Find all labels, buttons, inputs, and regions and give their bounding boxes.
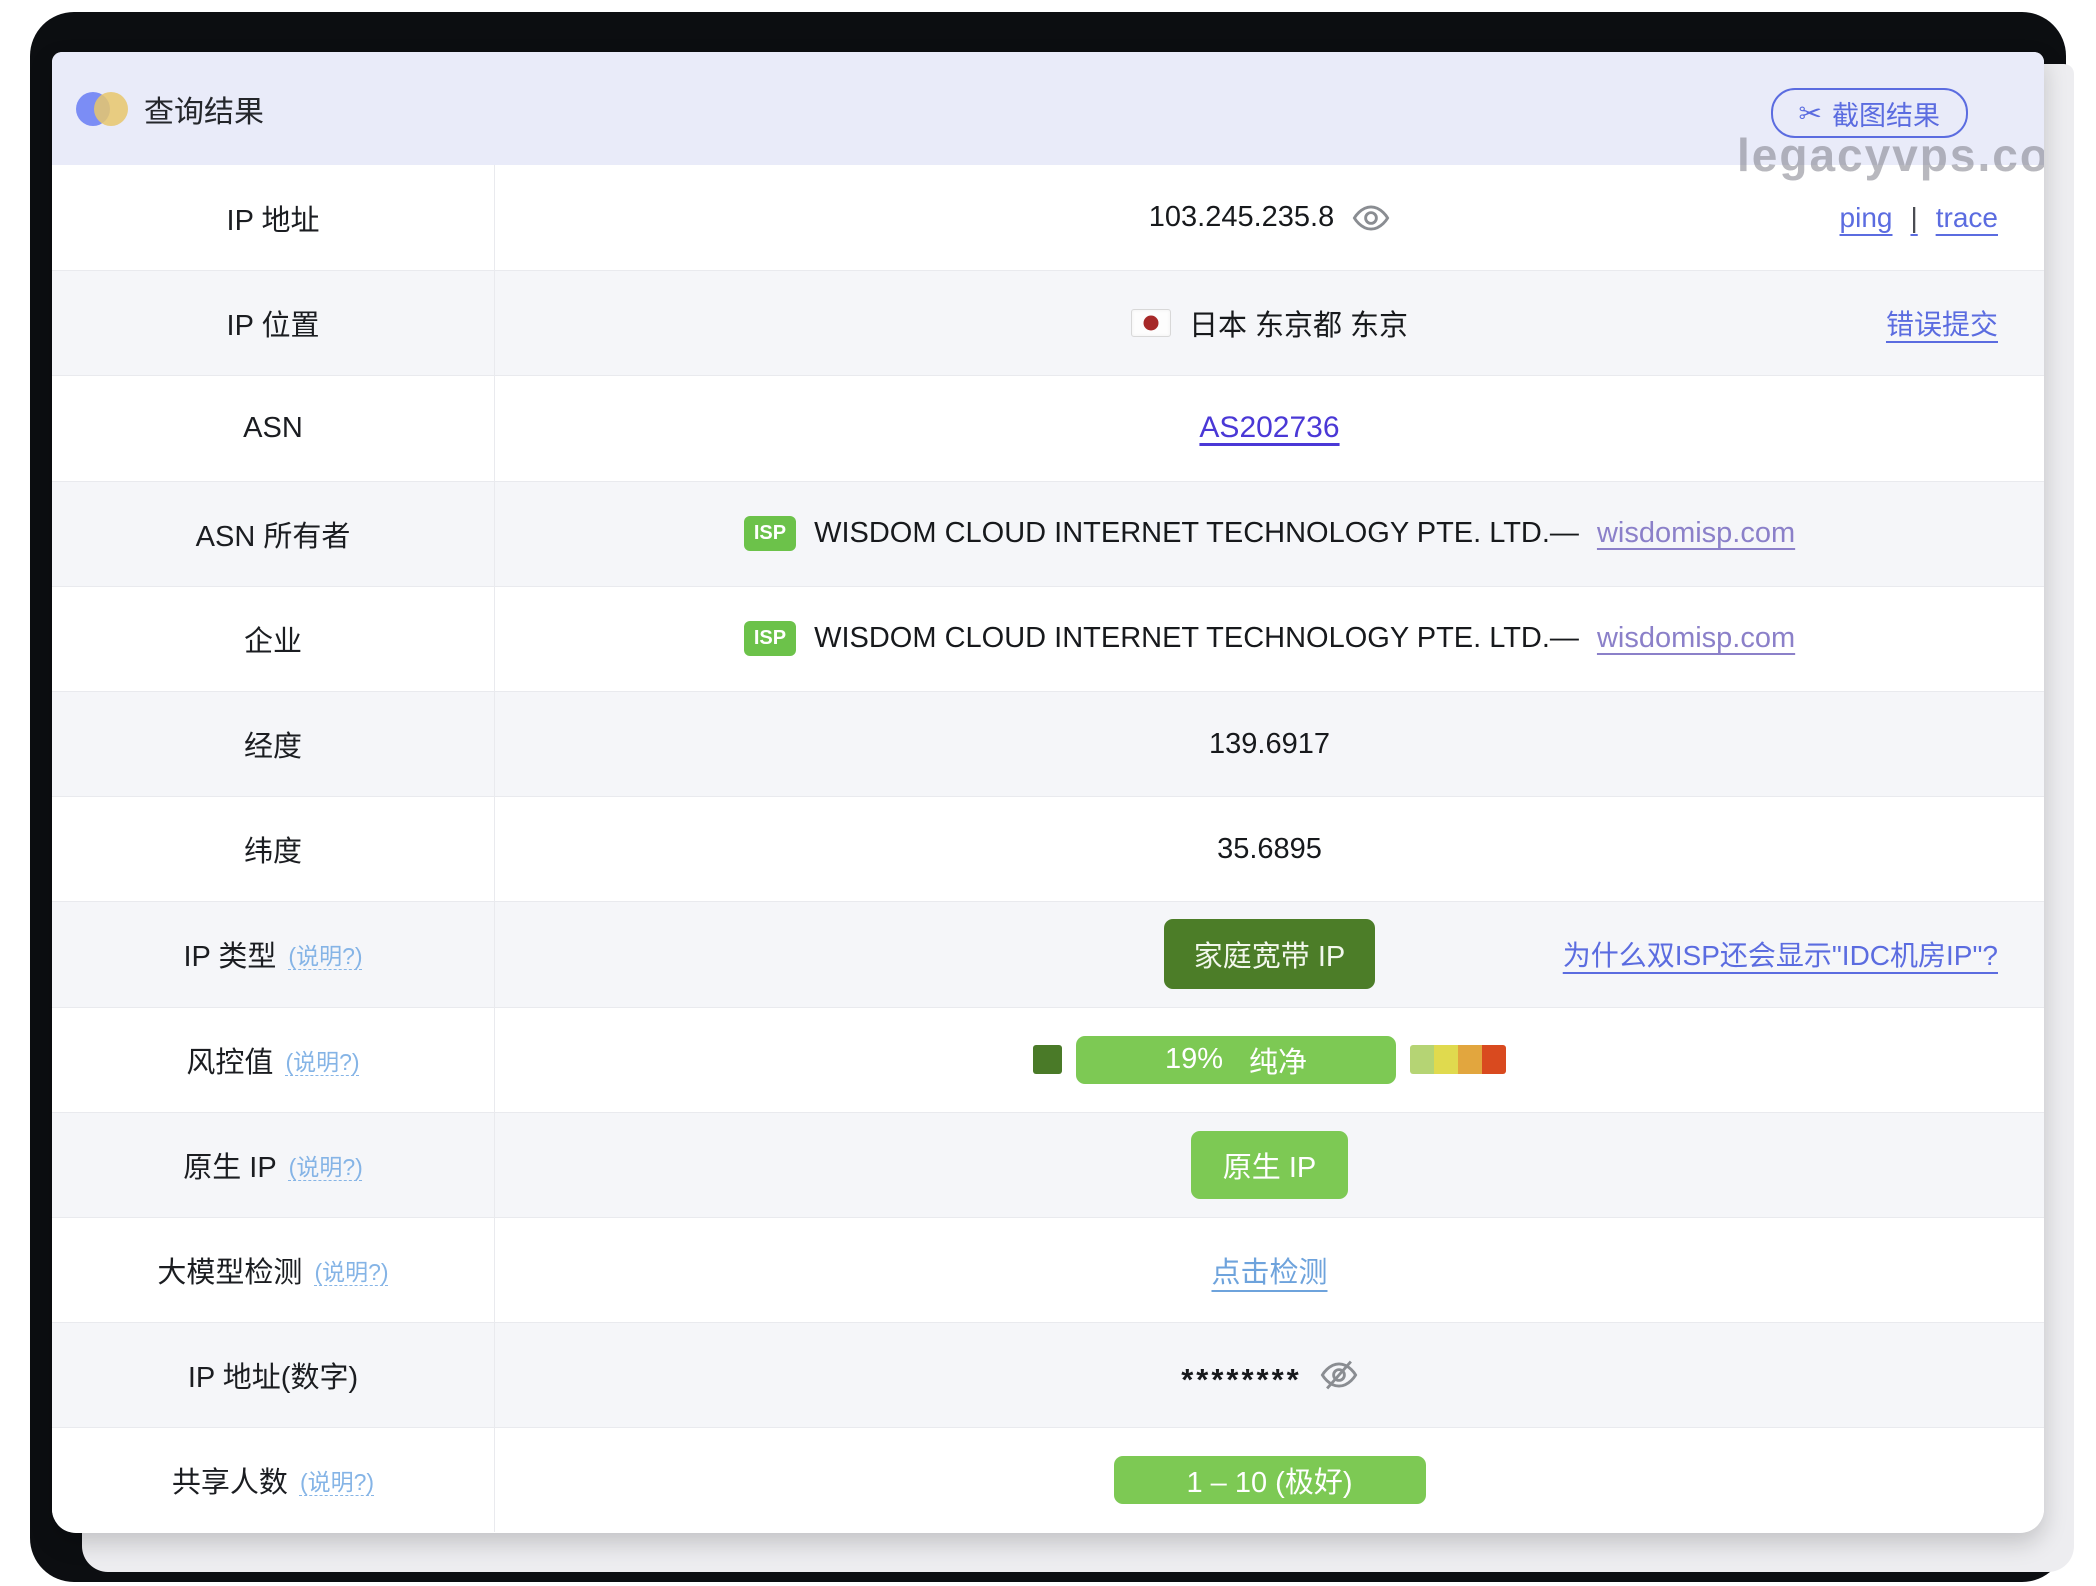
shared-count-badge: 1 – 10 (极好) xyxy=(1113,1456,1426,1505)
longitude-value: 139.6917 xyxy=(1209,727,1330,760)
asn-link[interactable]: AS202736 xyxy=(1199,411,1340,445)
risk-square-icon xyxy=(1033,1045,1062,1075)
row-value: ******** xyxy=(495,1323,2044,1427)
row-value: 家庭宽带 IP xyxy=(495,902,2044,1006)
ip-type-badge: 家庭宽带 IP xyxy=(1163,919,1376,990)
row-value: ISP WISDOM CLOUD INTERNET TECHNOLOGY PTE… xyxy=(495,482,2044,586)
asn-owner-value: WISDOM CLOUD INTERNET TECHNOLOGY PTE. LT… xyxy=(814,517,1579,550)
row-label: IP 地址 xyxy=(52,165,495,271)
row-value: ISP WISDOM CLOUD INTERNET TECHNOLOGY PTE… xyxy=(495,587,2044,691)
location-value: 日本 东京都 东京 xyxy=(1188,310,1409,343)
table-row-ip-type: IP 类型 (说明?) 家庭宽带 IP 为什么双ISP还会显示"IDC机房IP"… xyxy=(52,901,2044,1007)
row-value: AS202736 xyxy=(495,376,2044,480)
native-ip-badge: 原生 IP xyxy=(1190,1130,1349,1199)
table-row-ip-numeric: IP 地址(数字) ******** xyxy=(52,1322,2044,1428)
table-row-latitude: 纬度 35.6895 xyxy=(52,796,2044,902)
risk-scale-swatch xyxy=(1482,1045,1506,1075)
result-card: 查询结果 legacyvps.com ✂ 截图结果 IP 地址 103.245.… xyxy=(52,52,2044,1533)
row-label: IP 位置 xyxy=(52,271,495,376)
table-row-native-ip: 原生 IP (说明?) 原生 IP xyxy=(52,1111,2044,1217)
company-site-link[interactable]: wisdomisp.com xyxy=(1596,622,1796,655)
eye-off-icon[interactable] xyxy=(1320,1356,1358,1394)
native-ip-help-link[interactable]: (说明?) xyxy=(288,1153,363,1180)
scissors-icon: ✂ xyxy=(1798,98,1822,129)
page-title: 查询结果 xyxy=(144,95,264,129)
row-value: 19% 纯净 xyxy=(495,1008,2044,1112)
shared-help-link[interactable]: (说明?) xyxy=(299,1469,375,1496)
row-value: 103.245.235.8 xyxy=(495,165,2044,270)
row-value: 35.6895 xyxy=(495,797,2044,901)
link-separator: | xyxy=(1910,201,1918,233)
masked-ip-value: ******** xyxy=(1181,1362,1302,1398)
row-value: 139.6917 xyxy=(495,692,2044,796)
row-value: 1 – 10 (极好) xyxy=(495,1428,2044,1532)
table-row-shared-count: 共享人数 (说明?) 1 – 10 (极好) xyxy=(52,1427,2044,1533)
risk-meter: 19% 纯净 xyxy=(1033,1035,1506,1084)
row-value: 点击检测 xyxy=(495,1218,2044,1322)
dual-isp-question-link[interactable]: 为什么双ISP还会显示"IDC机房IP"? xyxy=(1562,940,1998,972)
risk-scale-swatch xyxy=(1458,1045,1482,1075)
screenshot-result-button[interactable]: ✂ 截图结果 xyxy=(1770,88,1968,138)
table-row-llm-detect: 大模型检测 (说明?) 点击检测 xyxy=(52,1216,2044,1323)
risk-help-link[interactable]: (说明?) xyxy=(285,1048,360,1075)
row-label: 原生 IP (说明?) xyxy=(52,1112,495,1217)
risk-percent: 19% xyxy=(1164,1043,1224,1076)
trace-link[interactable]: trace xyxy=(1935,201,1998,233)
row-label: 风控值 (说明?) xyxy=(52,1007,495,1112)
table-row-ip: IP 地址 103.245.235.8 ping | trace xyxy=(52,165,2044,271)
row-label: 经度 xyxy=(52,691,495,797)
asn-owner-site-link[interactable]: wisdomisp.com xyxy=(1596,517,1796,550)
risk-color-scale xyxy=(1410,1045,1506,1075)
ping-trace-links: ping | trace xyxy=(1840,202,1998,234)
risk-scale-swatch xyxy=(1410,1045,1434,1075)
ip-type-help-link[interactable]: (说明?) xyxy=(288,943,363,970)
row-label: 企业 xyxy=(52,586,495,691)
ip-address-value: 103.245.235.8 xyxy=(1148,201,1335,234)
company-value: WISDOM CLOUD INTERNET TECHNOLOGY PTE. LT… xyxy=(814,622,1579,655)
japan-flag-icon xyxy=(1130,309,1171,338)
error-submit-link[interactable]: 错误提交 xyxy=(1885,309,1998,341)
app-logo-icon xyxy=(76,89,128,129)
eye-icon[interactable] xyxy=(1352,199,1390,237)
latitude-value: 35.6895 xyxy=(1217,832,1322,865)
ping-link[interactable]: ping xyxy=(1839,201,1893,233)
card-header: 查询结果 legacyvps.com ✂ 截图结果 xyxy=(52,52,2044,181)
screenshot-button-label: 截图结果 xyxy=(1832,100,1940,131)
table-row-company: 企业 ISP WISDOM CLOUD INTERNET TECHNOLOGY … xyxy=(52,585,2044,691)
row-value: 原生 IP xyxy=(495,1113,2044,1217)
llm-help-link[interactable]: (说明?) xyxy=(314,1258,389,1285)
row-label: 共享人数 (说明?) xyxy=(52,1428,495,1533)
risk-scale-swatch xyxy=(1434,1045,1458,1075)
table-row-asn: ASN AS202736 xyxy=(52,375,2044,481)
table-row-risk: 风控值 (说明?) 19% 纯净 xyxy=(52,1006,2044,1112)
isp-badge: ISP xyxy=(743,621,797,657)
isp-badge: ISP xyxy=(743,516,797,552)
row-label: 大模型检测 (说明?) xyxy=(52,1217,495,1323)
table-row-longitude: 经度 139.6917 xyxy=(52,690,2044,797)
row-label: ASN xyxy=(52,376,495,481)
row-label: IP 类型 (说明?) xyxy=(52,902,495,1007)
click-detect-link[interactable]: 点击检测 xyxy=(1211,1256,1328,1289)
risk-progress-bar: 19% 纯净 xyxy=(1076,1035,1396,1084)
row-label: 纬度 xyxy=(52,797,495,902)
row-label: ASN 所有者 xyxy=(52,481,495,586)
table-row-location: IP 位置 日本 东京都 东京 错误提交 xyxy=(52,270,2044,376)
row-value: 日本 东京都 东京 xyxy=(495,271,2044,375)
table-row-asn-owner: ASN 所有者 ISP WISDOM CLOUD INTERNET TECHNO… xyxy=(52,480,2044,586)
risk-status: 纯净 xyxy=(1249,1046,1308,1079)
row-label: IP 地址(数字) xyxy=(52,1323,495,1428)
